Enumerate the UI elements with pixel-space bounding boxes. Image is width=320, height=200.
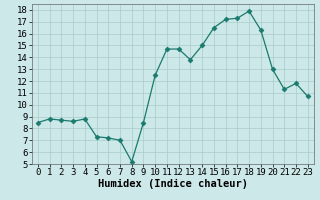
X-axis label: Humidex (Indice chaleur): Humidex (Indice chaleur) — [98, 179, 248, 189]
